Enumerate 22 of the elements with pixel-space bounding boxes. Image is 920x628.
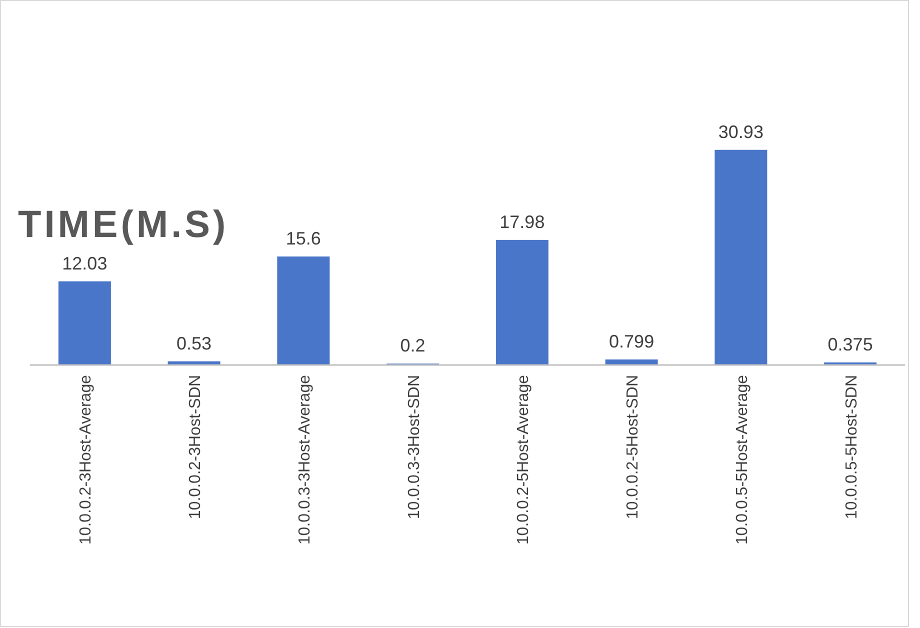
- bar: [496, 240, 548, 365]
- x-tick-label: 10.0.0.5-5Host-Average: [734, 374, 751, 545]
- text: TIME(M.S): [18, 204, 229, 246]
- data-label: 0.799: [609, 331, 654, 352]
- data-label: 0.2: [400, 336, 426, 356]
- data-label: 0.375: [828, 334, 873, 354]
- data-label: 12.03: [62, 253, 108, 274]
- x-tick-label: 10.0.0.2-5Host-Average: [515, 374, 532, 545]
- bar: [58, 281, 111, 365]
- bar: [714, 150, 768, 365]
- x-tick-label: 10.0.0.3-3Host-SDN: [406, 375, 423, 520]
- data-label: 15.6: [286, 228, 321, 248]
- data-label: 0.53: [176, 333, 212, 354]
- data-label: 17.98: [500, 212, 545, 232]
- x-tick-label: 10.0.0.5-5Host-SDN: [843, 375, 860, 520]
- x-tick-label: 10.0.0.2-3Host-Average: [78, 374, 95, 545]
- data-label: 30.93: [718, 122, 764, 142]
- x-tick-label: 10.0.0.3-3Host-Average: [296, 374, 314, 545]
- bar: [605, 359, 658, 365]
- x-tick-label: 10.0.0.2-3Host-SDN: [187, 375, 204, 520]
- x-tick-label: 10.0.0.2-5Host-SDN: [624, 375, 642, 520]
- bar: [277, 256, 330, 365]
